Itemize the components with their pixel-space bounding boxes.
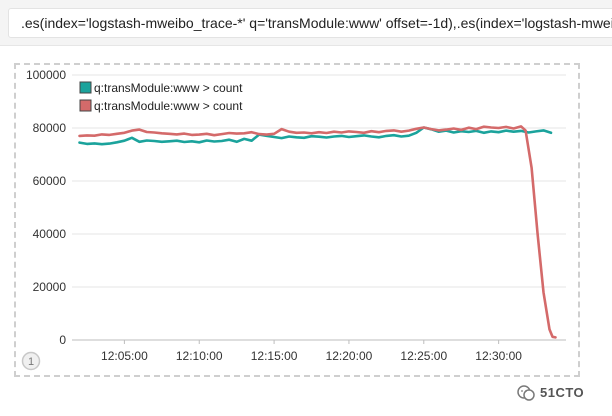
- chart-panel: [14, 63, 580, 377]
- y-tick-label: 0: [59, 333, 66, 347]
- series-line-1: [78, 126, 553, 146]
- badge-circle: [21, 351, 41, 371]
- axis-labels: 0 20000 40000 60000 80000 100000 12:05:00 12:10…: [26, 68, 566, 363]
- wechat-icon: [517, 385, 535, 401]
- x-tick-label: 12:25:00: [400, 349, 447, 363]
- watermark-text: 51CTO: [540, 385, 585, 400]
- x-tick-label: 12:15:00: [251, 349, 298, 363]
- y-tick-label: 100000: [26, 68, 66, 82]
- x-tick-label: 12:10:00: [176, 349, 223, 363]
- grid-lines: [72, 74, 566, 341]
- watermark: 51CTO: [516, 382, 606, 404]
- x-tick-label: 12:20:00: [326, 349, 373, 363]
- series-lines: [78, 125, 557, 339]
- legend[interactable]: q:transModule:www > count q:transModule:w…: [79, 81, 243, 113]
- panel-index-badge[interactable]: 1: [21, 351, 41, 371]
- y-tick-label: 60000: [33, 174, 67, 188]
- legend-label[interactable]: q:transModule:www > count: [94, 99, 243, 113]
- y-tick-label: 40000: [33, 227, 67, 241]
- y-tick-label: 80000: [33, 121, 67, 135]
- y-tick-label: 20000: [33, 280, 67, 294]
- query-expression-input[interactable]: .es(index='logstash-mweibo_trace-*' q='t…: [8, 8, 612, 38]
- legend-swatch[interactable]: [79, 81, 92, 94]
- legend-swatch[interactable]: [79, 99, 92, 112]
- query-bar: .es(index='logstash-mweibo_trace-*' q='t…: [0, 0, 612, 46]
- x-tick-label: 12:05:00: [101, 349, 148, 363]
- badge-label: 1: [28, 356, 34, 368]
- series-line-2: [78, 125, 557, 339]
- x-tick-label: 12:30:00: [475, 349, 522, 363]
- legend-label[interactable]: q:transModule:www > count: [94, 81, 243, 95]
